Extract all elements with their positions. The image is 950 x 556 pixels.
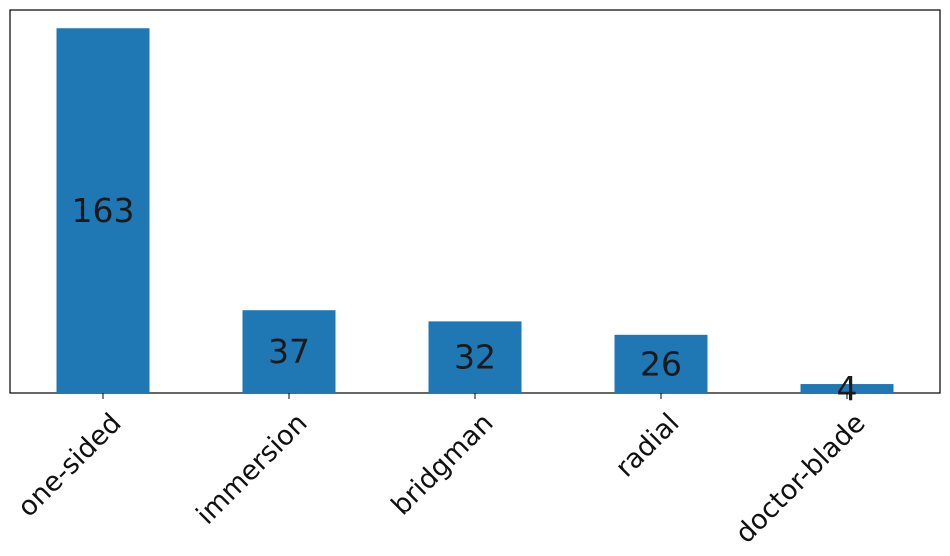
x-tick-label-bridgman: bridgman: [386, 408, 500, 522]
bar-bridgman: [428, 321, 522, 393]
x-tick-label-one-sided: one-sided: [12, 408, 128, 524]
bar-value-label-doctor-blade: 4: [837, 369, 858, 408]
bar-labels-group: 163 37 32 26 4: [72, 191, 858, 408]
bar-value-label-radial: 26: [640, 344, 682, 383]
x-tick-label-immersion: immersion: [190, 408, 313, 531]
x-tick-label-radial: radial: [610, 408, 686, 484]
bar-radial: [614, 334, 708, 393]
bar-one-sided: [56, 28, 150, 393]
x-ticks-group: [102, 393, 848, 399]
bar-doctor-blade: [800, 384, 894, 393]
bars-group: [56, 28, 894, 393]
x-tick-labels-group: one-sided immersion bridgman radial doctor-b…: [12, 408, 872, 550]
bar-value-label-one-sided: 163: [72, 191, 135, 230]
bar-value-label-immersion: 37: [268, 332, 310, 371]
bar-immersion: [242, 310, 336, 393]
x-tick-label-doctor-blade: doctor-blade: [730, 408, 872, 550]
bar-value-label-bridgman: 32: [454, 338, 496, 377]
